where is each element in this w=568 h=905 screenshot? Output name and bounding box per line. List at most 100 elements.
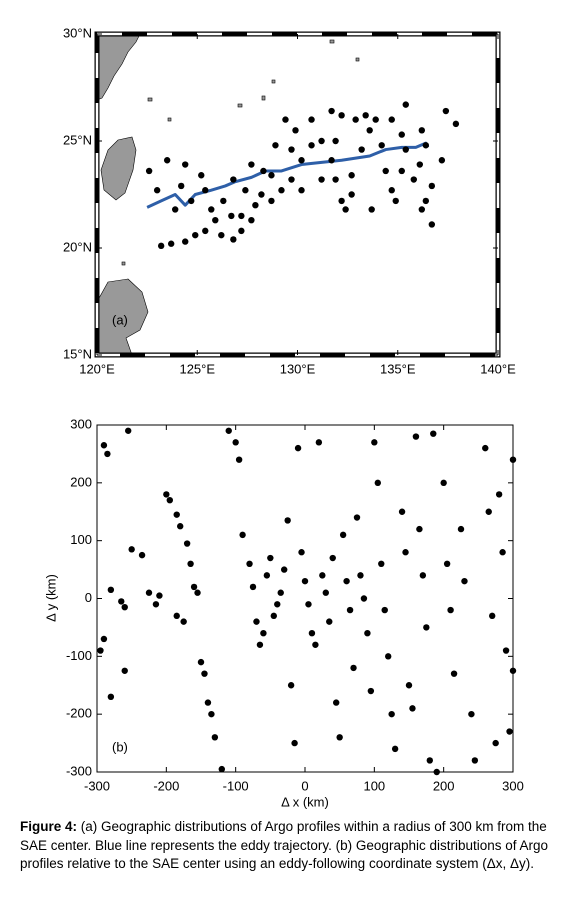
profile-point xyxy=(263,572,271,579)
profile-point xyxy=(388,187,395,194)
profile-point xyxy=(322,589,329,596)
profile-point xyxy=(398,167,405,175)
profile-point xyxy=(422,142,430,149)
profile-point xyxy=(495,491,503,498)
profile-point xyxy=(248,161,255,168)
profile-point xyxy=(153,187,161,194)
profile-point xyxy=(260,630,267,637)
profile-point xyxy=(416,525,423,533)
profile-point xyxy=(398,131,405,138)
profile-point xyxy=(328,107,335,115)
profile-point xyxy=(468,710,475,718)
profile-point xyxy=(332,137,339,145)
profile-point xyxy=(433,768,440,776)
profile-point xyxy=(228,212,235,220)
profile-point xyxy=(388,116,395,123)
profile-point xyxy=(270,612,277,620)
profile-point xyxy=(509,456,517,463)
profile-point xyxy=(145,167,153,175)
profile-point xyxy=(367,687,375,695)
profile-point xyxy=(343,577,350,585)
island xyxy=(355,57,360,62)
profile-point xyxy=(447,606,454,614)
profile-point xyxy=(253,618,260,625)
profile-point xyxy=(364,630,371,637)
profile-point xyxy=(232,439,239,446)
profile-point xyxy=(352,116,359,123)
profile-point xyxy=(461,577,468,585)
profile-point xyxy=(166,496,173,504)
profile-point xyxy=(218,231,225,239)
profile-point xyxy=(197,658,205,666)
profile-point xyxy=(183,540,191,547)
profile-point xyxy=(372,116,379,123)
land-taiwan xyxy=(100,136,137,201)
profile-point xyxy=(167,240,175,247)
profile-point xyxy=(348,191,355,198)
caption-text: (a) Geographic distributions of Argo pro… xyxy=(20,819,549,871)
profile-point xyxy=(287,682,295,689)
x-tick-label: 100 xyxy=(363,778,385,793)
profile-point xyxy=(163,491,170,498)
profile-point xyxy=(298,157,305,164)
panel-label: (b) xyxy=(112,739,128,754)
land xyxy=(96,33,360,356)
profile-point xyxy=(145,589,153,596)
profile-point xyxy=(339,531,347,539)
profile-point xyxy=(368,206,375,213)
profile-point xyxy=(292,127,299,134)
y-tick-label: 300 xyxy=(70,416,92,431)
profile-point xyxy=(329,554,336,562)
caption-label: Figure 4: xyxy=(20,819,78,834)
profile-point xyxy=(378,560,385,567)
profile-point xyxy=(235,456,243,463)
profile-point xyxy=(318,137,325,145)
profile-point xyxy=(97,647,104,654)
profile-point xyxy=(104,450,111,458)
profile-point xyxy=(187,560,194,567)
profile-point xyxy=(190,583,198,591)
y-tick-label: -100 xyxy=(66,648,92,663)
profile-point xyxy=(274,601,281,608)
profile-point xyxy=(238,212,245,220)
profile-point xyxy=(260,167,267,175)
profile-point xyxy=(128,546,135,553)
profile-point xyxy=(471,757,479,764)
profile-point xyxy=(121,667,128,674)
profile-point xyxy=(412,433,420,440)
profile-point xyxy=(163,157,171,164)
profile-point xyxy=(489,612,496,620)
profile-point xyxy=(452,120,460,128)
profile-point xyxy=(194,589,201,596)
profile-point xyxy=(353,514,361,521)
x-tick-label: 130°E xyxy=(280,361,316,376)
profile-point xyxy=(218,765,225,773)
island xyxy=(329,39,335,44)
profile-point xyxy=(388,710,395,718)
profile-point xyxy=(318,176,325,183)
profile-point xyxy=(268,197,275,205)
profile-point xyxy=(278,187,285,194)
profile-point xyxy=(125,427,132,434)
profile-point xyxy=(428,221,436,228)
profile-point xyxy=(100,635,108,643)
profile-point xyxy=(201,670,208,677)
profile-point xyxy=(239,531,246,539)
profile-point xyxy=(182,238,189,245)
island xyxy=(121,261,126,266)
profile-point xyxy=(509,667,517,674)
profile-point xyxy=(328,157,335,164)
profile-point xyxy=(268,172,275,179)
profile-point xyxy=(256,641,264,648)
profile-point xyxy=(298,187,305,194)
profile-point xyxy=(171,206,179,213)
profile-point xyxy=(230,236,237,243)
profile-point xyxy=(198,172,205,179)
panel-label: (a) xyxy=(112,312,128,327)
profile-point xyxy=(332,176,339,183)
profile-point xyxy=(319,572,326,579)
profile-point xyxy=(338,197,345,205)
profile-point xyxy=(402,146,409,153)
profile-point xyxy=(208,710,215,718)
profile-point xyxy=(118,598,125,605)
